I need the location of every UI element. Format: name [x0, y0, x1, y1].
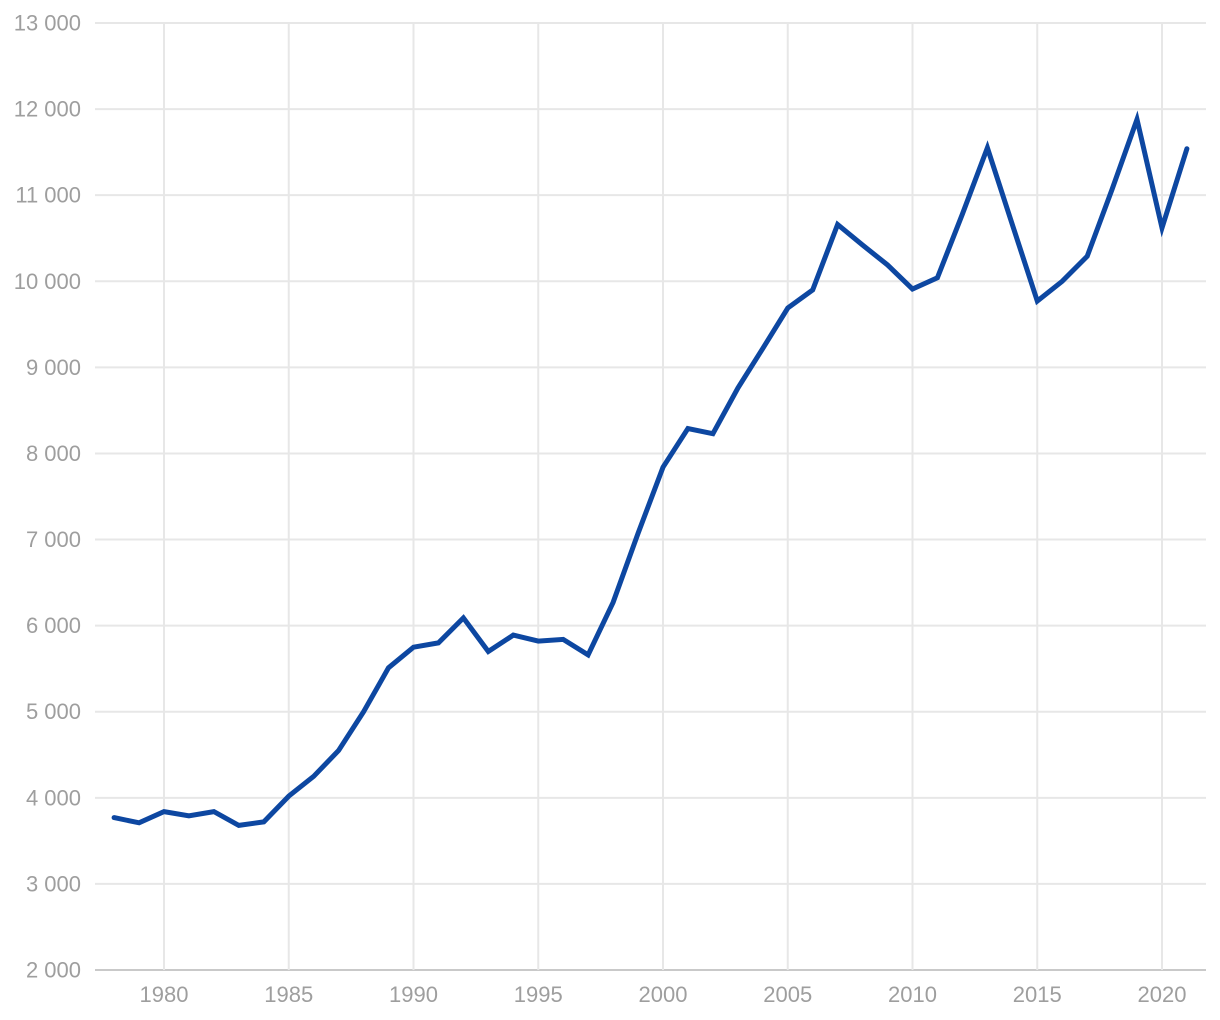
y-axis-tick-label: 13 000: [14, 11, 81, 36]
data-series-line: [111, 110, 1190, 828]
y-axis-tick-label: 2 000: [26, 958, 81, 983]
x-axis-tick-label: 1995: [514, 982, 563, 1007]
y-axis-tick-label: 12 000: [14, 97, 81, 122]
x-axis-tick-label: 1980: [140, 982, 189, 1007]
x-axis-tick-label: 1990: [389, 982, 438, 1007]
y-axis-tick-label: 3 000: [26, 871, 81, 896]
y-axis-tick-label: 11 000: [15, 183, 81, 208]
x-axis-tick-label: 1985: [264, 982, 313, 1007]
y-axis-tick-label: 10 000: [14, 269, 81, 294]
y-axis-tick-label: 6 000: [26, 613, 81, 638]
y-axis-tick-label: 5 000: [26, 699, 81, 724]
y-axis-tick-label: 9 000: [26, 355, 81, 380]
x-axis-tick-label: 2010: [888, 982, 937, 1007]
x-axis-tick-label: 2005: [763, 982, 812, 1007]
x-axis-tick-label: 2000: [639, 982, 688, 1007]
y-axis-tick-label: 7 000: [26, 527, 81, 552]
x-axis-tick-label: 2020: [1138, 982, 1187, 1007]
y-axis-tick-label: 4 000: [26, 785, 81, 810]
x-axis-tick-label: 2015: [1013, 982, 1062, 1007]
y-axis-tick-label: 8 000: [26, 441, 81, 466]
